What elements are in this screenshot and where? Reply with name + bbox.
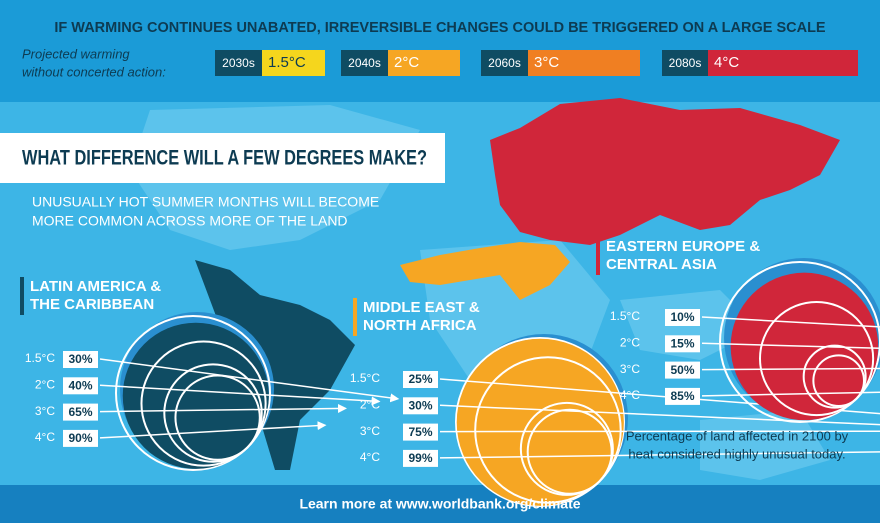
share-box <box>665 309 700 326</box>
footer-band <box>0 485 880 523</box>
share-circle <box>474 356 622 504</box>
decade-box <box>215 50 262 76</box>
arrow <box>701 316 880 328</box>
warming-label: 3°C <box>360 424 380 438</box>
banner-title: WHAT DIFFERENCE WILL A FEW DEGREES MAKE? <box>22 147 427 170</box>
warming-box <box>708 50 858 76</box>
latam-map <box>195 260 355 470</box>
warming-label: 4°C <box>35 430 55 444</box>
footer-link: Learn more at www.worldbank.org/climate <box>299 496 580 512</box>
share-label: 10% <box>670 310 694 324</box>
warming-label: 1.5°C <box>350 371 380 385</box>
note: Percentage of land affected in 2100 by <box>626 428 849 443</box>
projection-label: Projected warming <box>22 46 130 61</box>
decade-label: 2030s <box>222 56 255 70</box>
arrow <box>701 367 880 371</box>
content: IF WARMING CONTINUES UNABATED, IRREVERSI… <box>20 20 880 512</box>
share-box <box>403 397 438 415</box>
decade-label: 2040s <box>348 56 381 70</box>
share-circle <box>140 340 267 467</box>
warming-label: 4°C <box>620 388 640 402</box>
arrow <box>701 342 880 349</box>
region-name: CENTRAL ASIA <box>606 256 717 273</box>
mena-map <box>400 242 570 300</box>
arrow <box>99 403 348 413</box>
share-circle <box>759 301 875 417</box>
note: heat considered highly unusual today. <box>628 446 845 461</box>
share-label: 50% <box>670 363 694 377</box>
land-circle <box>115 315 271 471</box>
warming-label: 1.5°C <box>268 54 306 71</box>
region-name: NORTH AFRICA <box>363 317 477 334</box>
region-name: MIDDLE EAST & <box>363 299 480 316</box>
header-title: IF WARMING CONTINUES UNABATED, IRREVERSI… <box>54 20 826 36</box>
share-box <box>403 423 438 441</box>
region-name: LATIN AMERICA & <box>30 278 161 295</box>
decade-label: 2080s <box>669 56 702 70</box>
share-label: 25% <box>408 372 432 386</box>
arrow <box>99 421 327 439</box>
share-box <box>665 361 700 379</box>
arrow <box>701 391 880 397</box>
share-circle <box>526 408 613 495</box>
share-label: 75% <box>408 425 432 439</box>
subtitle: UNUSUALLY HOT SUMMER MONTHS WILL BECOME <box>32 194 379 210</box>
arrow <box>439 451 880 459</box>
region-bar <box>353 298 357 336</box>
share-box <box>665 387 700 405</box>
decade-box <box>481 50 528 76</box>
arrow <box>439 404 880 426</box>
region-name: THE CARIBBEAN <box>30 296 154 313</box>
decade-label: 2060s <box>488 56 521 70</box>
share-circle <box>802 344 867 409</box>
share-label: 30% <box>68 352 92 366</box>
warming-label: 4°C <box>360 450 380 464</box>
share-box <box>403 449 438 467</box>
warming-label: 3°C <box>35 404 55 418</box>
land-circle <box>455 337 625 507</box>
share-box <box>63 377 98 395</box>
decade-box <box>341 50 388 76</box>
warming-label: 4°C <box>714 54 739 71</box>
share-box <box>63 351 98 368</box>
share-box <box>665 335 700 353</box>
share-label: 90% <box>68 431 92 445</box>
warming-label: 3°C <box>620 362 640 376</box>
warming-box <box>528 50 640 76</box>
arrow <box>99 384 381 406</box>
warming-box <box>388 50 460 76</box>
warming-label: 2°C <box>394 54 419 71</box>
region-name: EASTERN EUROPE & <box>606 238 760 255</box>
share-box <box>63 403 98 421</box>
share-label: 15% <box>670 336 694 350</box>
region-bar <box>20 277 24 315</box>
land-circle <box>719 261 880 423</box>
share-label: 99% <box>408 451 432 465</box>
banner-box <box>0 133 445 183</box>
share-box <box>63 429 98 447</box>
share-circle <box>163 363 263 463</box>
subtitle: MORE COMMON ACROSS MORE OF THE LAND <box>32 213 348 229</box>
share-label: 85% <box>670 389 694 403</box>
share-label: 30% <box>408 398 432 412</box>
arrow <box>439 430 880 433</box>
warming-label: 1.5°C <box>25 351 55 365</box>
decade-box <box>662 50 708 76</box>
share-label: 40% <box>68 378 92 392</box>
warming-label: 2°C <box>35 377 55 391</box>
projection-label: without concerted action: <box>22 64 166 79</box>
eurasia-map <box>490 98 840 245</box>
share-circle <box>812 354 865 407</box>
region-bar <box>596 237 600 275</box>
share-circle <box>519 401 614 496</box>
warming-label: 3°C <box>534 54 559 71</box>
share-box <box>403 371 438 388</box>
warming-label: 2°C <box>360 397 380 411</box>
warming-label: 2°C <box>620 335 640 349</box>
share-label: 65% <box>68 405 92 419</box>
arrow <box>99 358 400 403</box>
warming-label: 1.5°C <box>610 309 640 323</box>
warming-box <box>262 50 325 76</box>
